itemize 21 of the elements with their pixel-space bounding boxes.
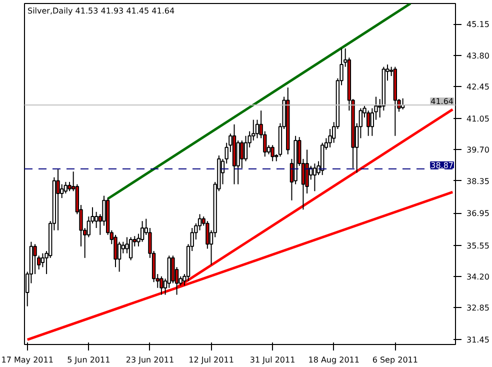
x-tick-label: 17 May 2011 bbox=[1, 356, 54, 364]
x-tick-label: 6 Sep 2011 bbox=[372, 356, 418, 364]
x-tick-label: 31 Jul 2011 bbox=[250, 356, 296, 364]
y-tick-label: 39.70 bbox=[466, 146, 490, 155]
x-tick-label: 23 Jun 2011 bbox=[126, 356, 174, 364]
y-tick-label: 38.35 bbox=[466, 176, 490, 186]
y-tick-label: 43.80 bbox=[466, 51, 490, 60]
y-tick-label: 36.95 bbox=[466, 209, 490, 218]
ref-line-label: 38.87 bbox=[430, 160, 454, 170]
x-tick-label: 12 Jul 2011 bbox=[188, 356, 234, 364]
y-tick-label: 41.05 bbox=[466, 114, 490, 124]
y-tick-label: 45.15 bbox=[466, 20, 490, 30]
y-tick-label: 35.55 bbox=[466, 241, 490, 250]
y-tick-label: 34.20 bbox=[466, 272, 490, 282]
ref-line-label: 41.64 bbox=[430, 97, 454, 106]
x-tick-label: 5 Jun 2011 bbox=[67, 356, 110, 364]
y-tick-label: 42.45 bbox=[466, 82, 490, 92]
x-tick-label: 18 Aug 2011 bbox=[308, 356, 360, 364]
chart-title: Silver,Daily 41.53 41.93 41.45 41.64 bbox=[28, 6, 175, 16]
y-tick-label: 31.45 bbox=[466, 336, 490, 345]
y-tick-label: 32.85 bbox=[466, 303, 490, 312]
